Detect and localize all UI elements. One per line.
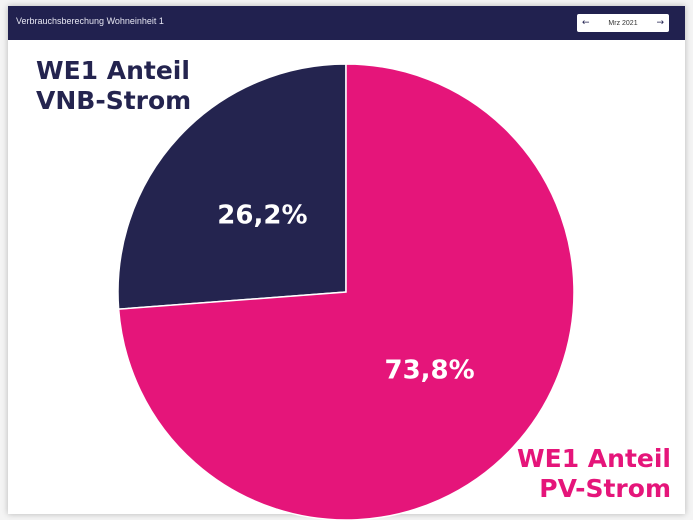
legend-label-vnb-line2: VNB-Strom [36, 86, 192, 115]
legend-label-pv-line1: WE1 Anteil [517, 444, 671, 473]
legend-label-vnb: WE1 Anteil VNB-Strom [36, 56, 191, 116]
panel-header: Verbrauchsberechung Wohneinheit 1 ← Mrz … [8, 6, 685, 40]
legend-label-pv: WE1 Anteil PV-Strom [517, 444, 671, 504]
panel-title: Verbrauchsberechung Wohneinheit 1 [16, 16, 164, 26]
legend-label-pv-line2: PV-Strom [539, 474, 671, 503]
slice-value-pv: 73,8% [384, 356, 474, 386]
pie-slice-pv[interactable] [117, 63, 575, 520]
legend-label-vnb-line1: WE1 Anteil [36, 56, 190, 85]
pie-slice-vnb[interactable] [117, 63, 347, 310]
arrow-left-icon[interactable]: ← [582, 18, 590, 28]
arrow-right-icon[interactable]: → [656, 18, 664, 28]
month-selector[interactable]: ← Mrz 2021 → [577, 14, 669, 32]
month-label: Mrz 2021 [608, 19, 638, 27]
slice-value-vnb: 26,2% [217, 200, 307, 230]
